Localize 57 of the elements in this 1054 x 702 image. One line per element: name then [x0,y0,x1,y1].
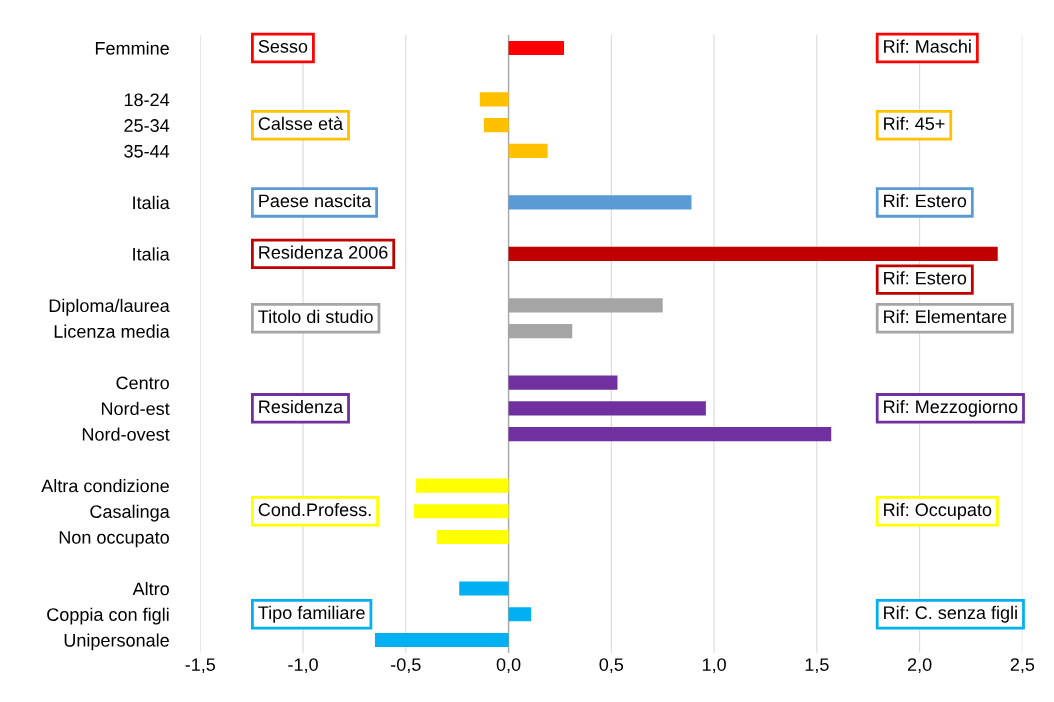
bar [508,375,618,390]
annotation: Rif: C. senza figli [884,605,1017,623]
x-tick-label: 0,0 [496,658,521,674]
annotation: Rif: Occupato [884,502,992,520]
annotation: Paese nascita [259,193,372,208]
annotation: Rif: Maschi [884,39,971,53]
y-tick-label: Non occupato [59,531,169,548]
annotation: Titolo di studio [258,309,373,324]
bar [508,246,998,261]
bar [508,143,548,159]
bar [374,632,509,648]
annotation: Residenza [259,399,344,414]
bar [508,40,565,56]
annotation: Tipo familiare [258,605,365,623]
x-tick-label: -0,5 [391,658,421,674]
y-tick-label: 18-24 [124,93,170,107]
annotation: Cond.Profess. [258,502,371,517]
bar [459,581,509,596]
y-tick-label: Casalinga [90,504,170,522]
x-tick-label: 1,0 [702,658,726,674]
y-tick-label: 35-44 [124,144,170,158]
bar [508,195,692,210]
bar [479,92,509,107]
y-tick-label: Licenza media [54,324,170,338]
annotation: Sesso [258,40,308,53]
annotation: Rif: Estero [884,193,967,208]
y-tick-label: Coppia con figli [47,607,169,625]
x-tick-label: 0,5 [599,658,624,674]
y-tick-label: Altra condizione [41,479,169,493]
y-tick-label: Diploma/laurea [49,298,170,316]
bar [483,118,509,133]
y-tick-label: Altro [132,581,169,596]
bar [508,401,706,416]
y-tick-label: Centro [116,376,169,390]
y-tick-label: Unipersonale [64,633,169,651]
y-tick-label: Nord-est [101,401,170,416]
annotation: Rif: Estero [884,271,967,285]
annotation: Rif: Elementare [884,309,1007,324]
y-tick-label: Nord-ovest [82,427,170,441]
annotation: Residenza 2006 [259,245,388,259]
annotation: Calsse età [258,116,344,131]
y-tick-label: Femmine [95,41,169,55]
bar [416,478,509,493]
x-tick-label: 2,0 [907,658,932,674]
y-tick-label: 25-34 [124,119,170,132]
annotation: Rif: Mezzogiorno [884,399,1018,417]
x-tick-label: -1,0 [288,658,318,674]
x-tick-label: -1,5 [185,658,216,674]
bar [508,426,832,442]
bar [414,504,509,519]
bar [508,607,532,622]
y-tick-label: Italia [133,247,170,261]
y-tick-label: Italia [133,195,170,210]
x-tick-label: 2,5 [1010,658,1035,674]
x-tick-label: 1,5 [805,658,829,674]
annotation: Rif: 45+ [884,116,945,131]
bar [436,529,509,545]
